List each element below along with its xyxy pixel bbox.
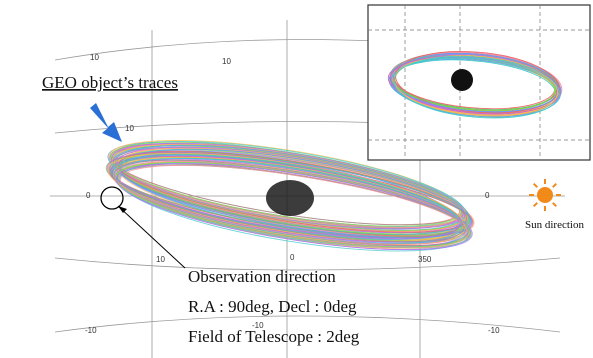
earth-shadow [266,180,314,216]
sun [537,187,553,203]
pointer-arrow [118,206,185,268]
grid-label: -10 [488,326,500,335]
grid-label: 350 [418,255,432,264]
grid-label: 0 [485,191,490,200]
inset [368,5,590,160]
figure: GEO object’s traces Observation directio… [0,0,593,358]
grid-label: 10 [222,57,231,66]
pointer-head [118,206,127,213]
blue-arrow [90,103,122,142]
grid-label: 10 [156,255,165,264]
sun-ray [534,203,538,207]
traces-label: GEO object’s traces [42,73,178,92]
grid-label: -10 [252,321,264,330]
observation-circle [101,187,123,209]
observation-coords: R.A : 90deg, Decl : 0deg [188,297,357,316]
observation-fov: Field of Telescope : 2deg [188,327,360,346]
sun-ray [534,184,538,188]
grid-label: 10 [90,53,99,62]
grid-label: 0 [290,253,295,262]
grid-label: 0 [86,191,91,200]
grid-label: -10 [85,326,97,335]
inset-earth [451,69,473,91]
page: {"title_label": "GEO object’s traces", "… [0,0,593,358]
observation-heading: Observation direction [188,267,336,286]
sun-label: Sun direction [525,219,584,231]
sun-ray [553,184,557,188]
sun-icon [529,179,561,211]
grid-label: 10 [125,124,134,133]
sun-ray [553,203,557,207]
